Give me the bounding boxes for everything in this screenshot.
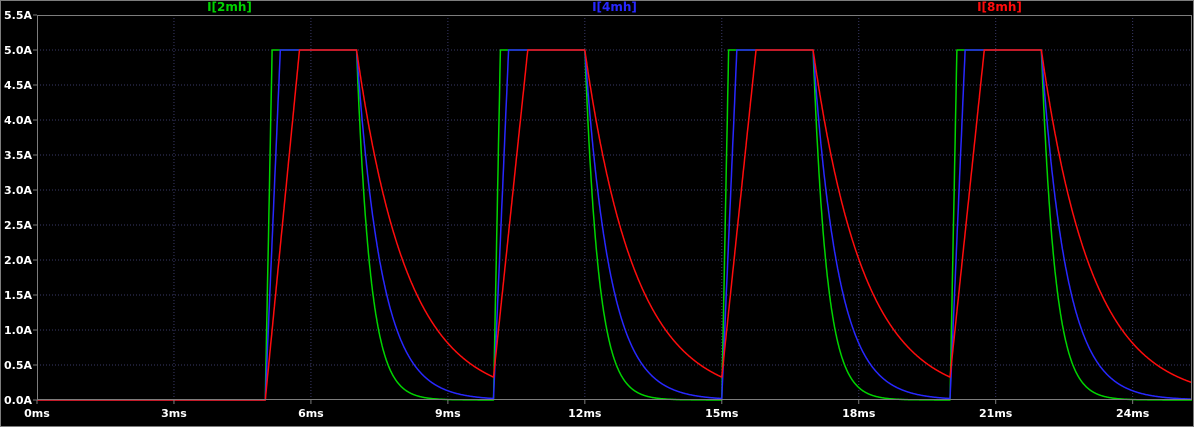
legend-item-i2mh[interactable]: I[2mh] xyxy=(207,0,252,14)
x-tick-label: 6ms xyxy=(298,407,324,420)
y-tick-label: 3.5A xyxy=(4,149,32,162)
x-tick-label: 15ms xyxy=(705,407,739,420)
y-tick-label: 4.0A xyxy=(4,114,32,127)
legend-item-i4mh[interactable]: I[4mh] xyxy=(592,0,637,14)
x-tick-label: 0ms xyxy=(24,407,50,420)
legend-item-i8mh[interactable]: I[8mh] xyxy=(977,0,1022,14)
y-tick-label: 5.5A xyxy=(4,9,32,22)
y-tick-label: 2.0A xyxy=(4,254,32,267)
x-tick-label: 21ms xyxy=(979,407,1013,420)
y-tick-label: 5.0A xyxy=(4,44,32,57)
x-tick-label: 12ms xyxy=(568,407,602,420)
y-tick-label: 0.5A xyxy=(4,359,32,372)
x-tick-label: 9ms xyxy=(435,407,461,420)
x-tick-label: 3ms xyxy=(161,407,187,420)
y-tick-label: 3.0A xyxy=(4,184,32,197)
y-tick-label: 0.0A xyxy=(4,394,32,407)
x-tick-label: 18ms xyxy=(842,407,876,420)
y-tick-label: 1.5A xyxy=(4,289,32,302)
x-tick-label: 24ms xyxy=(1116,407,1150,420)
y-tick-label: 2.5A xyxy=(4,219,32,232)
y-tick-label: 1.0A xyxy=(4,324,32,337)
plot-border xyxy=(37,15,1192,400)
y-tick-label: 4.5A xyxy=(4,79,32,92)
